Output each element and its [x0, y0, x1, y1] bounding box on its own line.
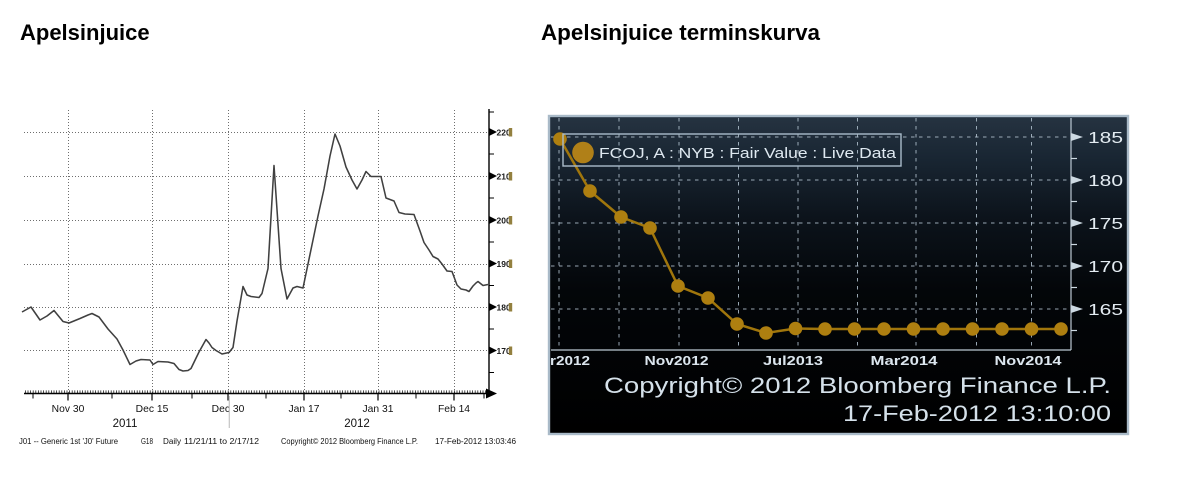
svg-text:Daily: Daily [163, 437, 181, 446]
svg-text:180: 180 [1088, 173, 1123, 190]
svg-text:Nov 30: Nov 30 [52, 404, 85, 415]
svg-text:Copyright© 2012 Bloomberg Fina: Copyright© 2012 Bloomberg Finance L.P. [604, 373, 1111, 398]
svg-text:165: 165 [1088, 302, 1123, 319]
svg-text:17-Feb-2012 13:10:00: 17-Feb-2012 13:10:00 [843, 401, 1111, 426]
svg-text:Nov2012: Nov2012 [645, 353, 709, 368]
svg-text:Copyright© 2012 Bloomberg Fina: Copyright© 2012 Bloomberg Finance L.P. [281, 437, 418, 446]
svg-text:FCOJ, A : NYB : Fair Value : L: FCOJ, A : NYB : Fair Value : Live Data [599, 146, 897, 162]
svg-text:Apelsinjuice: Apelsinjuice [20, 20, 150, 45]
svg-text:17-Feb-2012 13:03:46: 17-Feb-2012 13:03:46 [435, 437, 517, 446]
svg-text:170: 170 [497, 346, 511, 356]
svg-text:170: 170 [1088, 259, 1123, 276]
svg-text:190: 190 [497, 259, 511, 269]
svg-text:180: 180 [497, 303, 511, 313]
svg-text:Jan 17: Jan 17 [289, 404, 320, 415]
svg-text:210: 210 [497, 172, 511, 182]
svg-text:200: 200 [497, 216, 511, 226]
svg-text:Dec 15: Dec 15 [136, 404, 169, 415]
svg-text:J01 -- Generic 1st 'J0' Future: J01 -- Generic 1st 'J0' Future [19, 437, 119, 446]
svg-text:Apelsinjuice terminskurva: Apelsinjuice terminskurva [541, 20, 821, 45]
svg-text:G18: G18 [141, 437, 153, 446]
svg-text:185: 185 [1088, 130, 1123, 147]
svg-text:Mar2014: Mar2014 [871, 353, 939, 368]
svg-text:Nov2014: Nov2014 [995, 353, 1063, 368]
svg-text:Dec 30: Dec 30 [212, 404, 245, 415]
svg-text:Feb 14: Feb 14 [438, 404, 470, 415]
svg-text:2012: 2012 [344, 418, 370, 430]
svg-text:Jul2013: Jul2013 [763, 353, 823, 368]
svg-text:175: 175 [1088, 216, 1123, 233]
svg-text:Jan 31: Jan 31 [363, 404, 394, 415]
svg-text:2011: 2011 [113, 418, 138, 430]
svg-text:11/21/11 to 2/17/12: 11/21/11 to 2/17/12 [184, 437, 260, 446]
svg-text:r2012: r2012 [550, 353, 590, 368]
svg-text:220: 220 [497, 128, 511, 138]
